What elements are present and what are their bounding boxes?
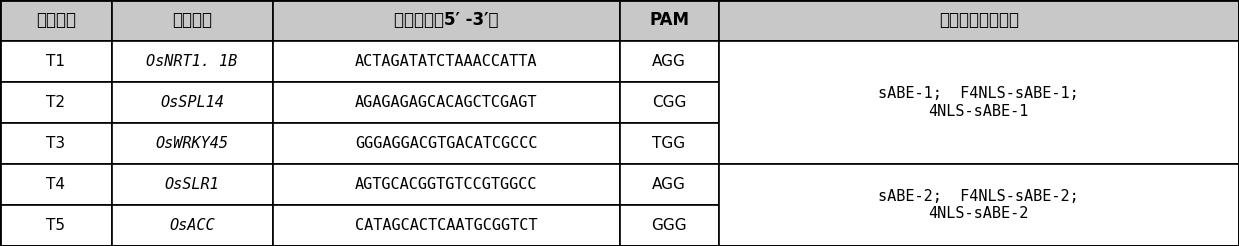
- Bar: [112, 164, 273, 205]
- Bar: [620, 0, 719, 41]
- Bar: [620, 205, 719, 246]
- Text: TGG: TGG: [653, 136, 685, 151]
- Text: OsWRKY45: OsWRKY45: [156, 136, 228, 151]
- Text: sABE-2;  F4NLS-sABE-2;
4NLS-sABE-2: sABE-2; F4NLS-sABE-2; 4NLS-sABE-2: [878, 189, 1079, 221]
- Bar: [112, 0, 273, 41]
- Text: CGG: CGG: [652, 95, 686, 110]
- Bar: [273, 41, 620, 82]
- Bar: [273, 205, 620, 246]
- Bar: [112, 41, 273, 82]
- Bar: [0, 205, 112, 246]
- Bar: [620, 82, 719, 123]
- Text: AGAGAGAGCACAGCTCGAGT: AGAGAGAGCACAGCTCGAGT: [354, 95, 538, 110]
- Text: sABE-1;  F4NLS-sABE-1;
4NLS-sABE-1: sABE-1; F4NLS-sABE-1; 4NLS-sABE-1: [878, 86, 1079, 119]
- Bar: [620, 164, 719, 205]
- Text: 重组表达载体名称: 重组表达载体名称: [939, 12, 1018, 30]
- Bar: [0, 164, 112, 205]
- Text: OsNRT1. 1B: OsNRT1. 1B: [146, 54, 238, 69]
- Text: PAM: PAM: [649, 12, 689, 30]
- Text: OsSLR1: OsSLR1: [165, 177, 219, 192]
- Bar: [719, 0, 1239, 41]
- Bar: [0, 0, 112, 41]
- Bar: [0, 82, 112, 123]
- Bar: [112, 123, 273, 164]
- Text: T3: T3: [46, 136, 66, 151]
- Text: AGG: AGG: [652, 54, 686, 69]
- Bar: [620, 123, 719, 164]
- Text: 靶标基因: 靶标基因: [172, 12, 212, 30]
- Text: CATAGCACTCAATGCGGTCT: CATAGCACTCAATGCGGTCT: [354, 218, 538, 233]
- Bar: [0, 41, 112, 82]
- Bar: [719, 41, 1239, 164]
- Bar: [112, 82, 273, 123]
- Text: GGGAGGACGTGACATCGCCC: GGGAGGACGTGACATCGCCC: [354, 136, 538, 151]
- Text: T1: T1: [46, 54, 66, 69]
- Bar: [0, 123, 112, 164]
- Text: OsACC: OsACC: [170, 218, 214, 233]
- Text: GGG: GGG: [652, 218, 686, 233]
- Text: T4: T4: [46, 177, 66, 192]
- Text: 靶点序列（5′ -3′）: 靶点序列（5′ -3′）: [394, 12, 498, 30]
- Bar: [273, 0, 620, 41]
- Bar: [719, 164, 1239, 246]
- Text: T5: T5: [46, 218, 66, 233]
- Text: AGTGCACGGTGTCCGTGGCC: AGTGCACGGTGTCCGTGGCC: [354, 177, 538, 192]
- Bar: [273, 164, 620, 205]
- Bar: [273, 82, 620, 123]
- Text: 靶点名称: 靶点名称: [36, 12, 76, 30]
- Bar: [273, 123, 620, 164]
- Text: ACTAGATATCTAAACCATTA: ACTAGATATCTAAACCATTA: [354, 54, 538, 69]
- Text: T2: T2: [46, 95, 66, 110]
- Bar: [620, 41, 719, 82]
- Text: OsSPL14: OsSPL14: [160, 95, 224, 110]
- Text: AGG: AGG: [652, 177, 686, 192]
- Bar: [112, 205, 273, 246]
